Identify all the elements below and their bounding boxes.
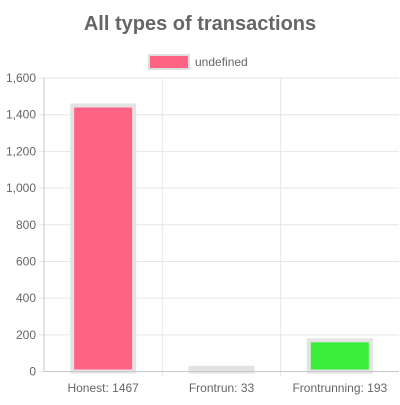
y-tick-label: 400: [16, 291, 36, 305]
x-tick-label: Frontrunning: 193: [292, 381, 387, 395]
bar-3[interactable]: [306, 338, 373, 374]
bars: [70, 103, 373, 374]
x-axis-ticks: Honest: 1467 Frontrun: 33 Frontrunning: 19…: [67, 381, 387, 395]
x-tick-label: Honest: 1467: [67, 381, 139, 395]
y-axis-ticks: 0 200 400 600 800 1,000 1,200 1,400 1,600: [6, 71, 36, 379]
y-tick-label: 800: [16, 218, 36, 232]
bar-1[interactable]: [70, 103, 137, 374]
y-tick-label: 1,400: [6, 108, 36, 122]
y-tick-label: 200: [16, 328, 36, 342]
legend-label: undefined: [195, 55, 248, 69]
y-tick-label: 1,200: [6, 144, 36, 158]
y-tick-label: 0: [29, 365, 36, 379]
y-tick-label: 1,600: [6, 71, 36, 85]
y-tick-label: 600: [16, 254, 36, 268]
y-tick-label: 1,000: [6, 181, 36, 195]
legend[interactable]: undefined: [148, 54, 248, 70]
chart-title: All types of transactions: [84, 13, 316, 35]
bar-2[interactable]: [188, 365, 255, 374]
x-tick-label: Frontrun: 33: [189, 381, 255, 395]
legend-swatch: [148, 54, 190, 70]
